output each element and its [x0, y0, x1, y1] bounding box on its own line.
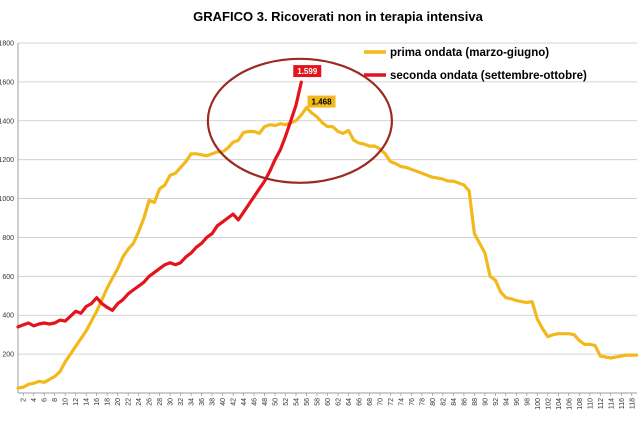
x-tick-label: 54 — [294, 398, 301, 406]
x-tick-label: 100 — [535, 398, 542, 410]
grid-lines — [18, 42, 637, 394]
x-tick-label: 106 — [566, 398, 573, 410]
x-tick-label: 46 — [252, 398, 259, 406]
y-tick-label: 1200 — [0, 157, 14, 164]
x-tick-label: 6 — [42, 398, 49, 402]
data-labels: 1.599 1.468 — [293, 65, 336, 108]
x-tick-label: 48 — [262, 398, 269, 406]
x-tick-label: 116 — [619, 398, 626, 409]
x-tick-label: 78 — [419, 398, 426, 406]
x-tick-label: 114 — [608, 398, 615, 409]
x-tick-label: 80 — [430, 398, 437, 406]
x-tick-label: 92 — [493, 398, 500, 406]
x-tick-label: 82 — [440, 398, 447, 406]
x-tick-label: 20 — [115, 398, 122, 406]
x-tick-label: 74 — [398, 398, 405, 406]
chart-title: GRAFICO 3. Ricoverati non in terapia int… — [193, 9, 483, 24]
x-tick-label: 2 — [21, 398, 28, 402]
x-tick-label: 118 — [629, 398, 636, 409]
y-tick-label: 1600 — [0, 79, 14, 86]
x-tick-label: 40 — [220, 398, 227, 406]
legend: prima ondata (marzo-giugno) seconda ondat… — [364, 47, 587, 82]
y-axis: 200 400 600 800 1000 1200 1400 1600 1800 — [0, 41, 19, 393]
x-tick-label: 108 — [577, 398, 584, 410]
x-tick-label: 102 — [545, 398, 552, 410]
series-lines — [16, 80, 638, 390]
x-tick-label: 28 — [157, 398, 164, 406]
legend-label: seconda ondata (settembre-ottobre) — [390, 70, 587, 82]
x-tick-label: 70 — [377, 398, 384, 406]
data-label: 1.468 — [312, 97, 333, 106]
y-tick-label: 400 — [2, 313, 14, 320]
x-tick-label: 22 — [126, 398, 133, 406]
y-tick-label: 1400 — [0, 118, 14, 125]
x-tick-label: 112 — [598, 398, 605, 409]
x-axis: 2 4 6 8 10 12 14 16 18 20 22 24 26 28 30 32 34 36 38 40 42 44… — [18, 392, 637, 410]
legend-label: prima ondata (marzo-giugno) — [390, 47, 549, 59]
x-tick-label: 24 — [136, 398, 143, 406]
highlight-circle — [206, 57, 393, 184]
x-tick-label: 18 — [105, 398, 112, 406]
x-tick-label: 90 — [482, 398, 489, 406]
y-tick-label: 800 — [2, 235, 14, 242]
x-tick-label: 68 — [367, 398, 374, 406]
x-tick-label: 50 — [273, 398, 280, 406]
x-tick-label: 10 — [63, 398, 70, 406]
y-tick-label: 1000 — [0, 196, 14, 203]
x-tick-label: 98 — [524, 398, 531, 406]
x-tick-label: 64 — [346, 398, 353, 406]
x-tick-label: 86 — [461, 398, 468, 406]
x-tick-label: 52 — [283, 398, 290, 406]
x-tick-label: 66 — [356, 398, 363, 406]
series-line-seconda-ondata — [16, 80, 303, 329]
x-tick-label: 4 — [31, 398, 38, 402]
x-tick-label: 44 — [241, 398, 248, 406]
x-tick-label: 72 — [388, 398, 395, 406]
x-tick-label: 12 — [73, 398, 80, 406]
x-tick-label: 62 — [335, 398, 342, 406]
x-tick-label: 94 — [503, 398, 510, 406]
x-tick-label: 84 — [451, 398, 458, 406]
x-tick-label: 110 — [587, 398, 594, 409]
y-tick-label: 600 — [2, 274, 14, 281]
x-tick-label: 96 — [514, 398, 521, 406]
x-tick-label: 32 — [178, 398, 185, 406]
x-tick-label: 60 — [325, 398, 332, 406]
x-tick-label: 56 — [304, 398, 311, 406]
x-tick-label: 30 — [168, 398, 175, 406]
x-tick-label: 8 — [52, 398, 59, 402]
x-tick-label: 34 — [189, 398, 196, 406]
x-tick-label: 26 — [147, 398, 154, 406]
x-tick-label: 38 — [210, 398, 217, 406]
x-tick-label: 104 — [556, 398, 563, 410]
series-line-prima-ondata — [16, 106, 638, 390]
data-label-box — [293, 65, 322, 78]
x-tick-label: 76 — [409, 398, 416, 406]
peak-highlight-ellipse — [206, 57, 393, 184]
x-tick-label: 88 — [472, 398, 479, 406]
data-label: 1.599 — [297, 67, 318, 76]
data-label-box — [307, 95, 336, 108]
x-tick-label: 36 — [199, 398, 206, 406]
y-tick-label: 1800 — [0, 41, 14, 48]
x-tick-label: 58 — [315, 398, 322, 406]
y-tick-label: 200 — [2, 352, 14, 359]
x-tick-label: 16 — [94, 398, 101, 406]
x-tick-label: 42 — [231, 398, 238, 406]
x-tick-label: 14 — [84, 398, 91, 406]
